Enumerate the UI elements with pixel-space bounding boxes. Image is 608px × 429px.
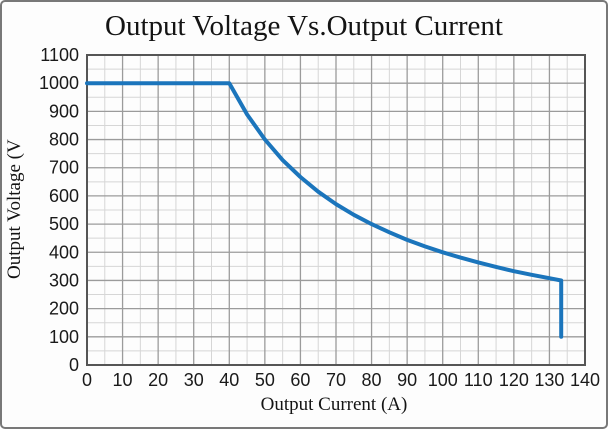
x-axis-title: Output Current (A) — [260, 394, 408, 415]
plot-border — [86, 54, 586, 366]
x-tick-label: 90 — [397, 370, 417, 390]
x-tick-label: 110 — [464, 370, 493, 390]
y-tick-label: 200 — [49, 299, 79, 319]
y-tick-label: 100 — [49, 327, 79, 347]
y-tick-label: 400 — [49, 242, 79, 262]
x-tick-label: 120 — [499, 370, 529, 390]
x-tick-label: 0 — [82, 370, 92, 390]
x-tick-label: 80 — [362, 370, 382, 390]
x-tick-label: 140 — [570, 370, 600, 390]
x-tick-label: 30 — [184, 370, 204, 390]
x-tick-label: 70 — [326, 370, 346, 390]
y-tick-label: 500 — [49, 214, 79, 234]
y-tick-label: 0 — [69, 355, 79, 375]
x-tick-label: 100 — [428, 370, 458, 390]
y-tick-label: 1100 — [40, 45, 79, 65]
curve-output-voltage-vs-output-current — [85, 81, 564, 339]
y-tick-label: 600 — [49, 186, 79, 206]
x-tick-label: 50 — [255, 370, 275, 390]
y-tick-label: 700 — [49, 158, 79, 178]
x-tick-label: 60 — [290, 370, 310, 390]
y-tick-label: 1000 — [39, 73, 79, 93]
x-tick-label: 10 — [113, 370, 133, 390]
chart-title: Output Voltage Vs.Output Current — [105, 10, 503, 42]
y-tick-label: 900 — [49, 101, 79, 121]
y-tick-label: 300 — [49, 270, 79, 290]
x-tick-label: 40 — [219, 370, 239, 390]
x-tick-label: 20 — [148, 370, 168, 390]
x-tick-label: 130 — [534, 370, 564, 390]
y-tick-label: 800 — [49, 130, 79, 150]
